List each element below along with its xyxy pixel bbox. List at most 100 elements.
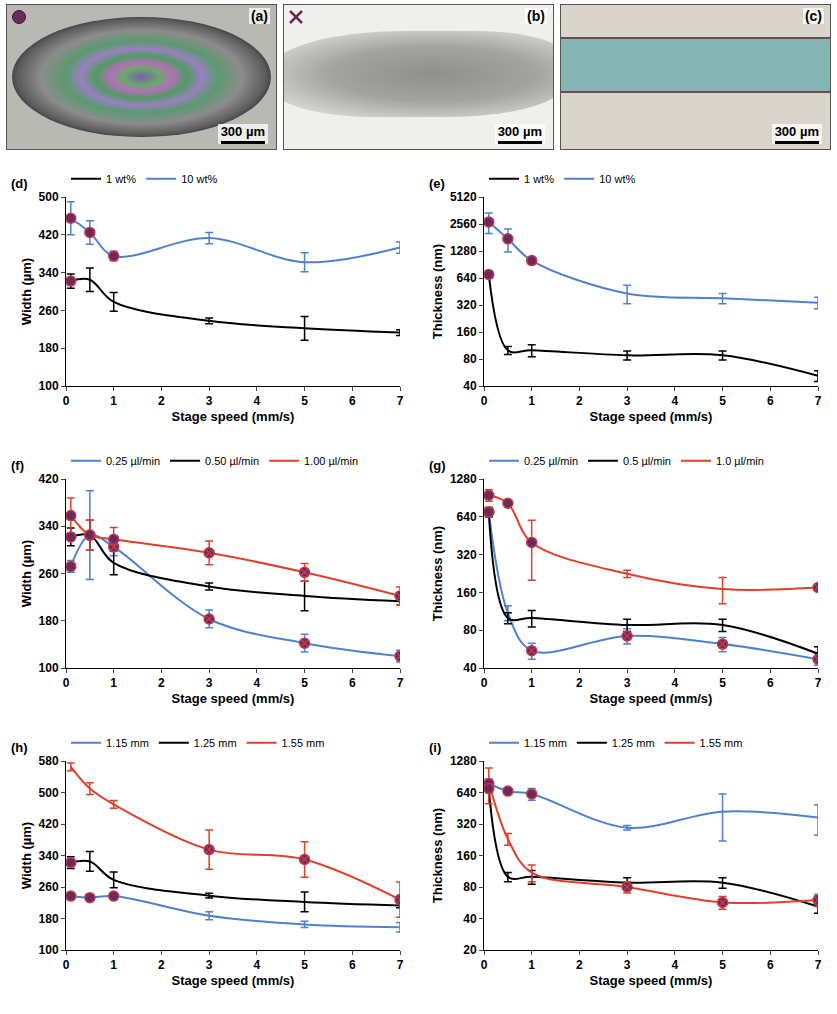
svg-text:1.00 µl/min: 1.00 µl/min [304, 455, 358, 467]
svg-text:20: 20 [463, 943, 477, 957]
svg-text:1 wt%: 1 wt% [106, 173, 136, 185]
svg-text:Width (µm): Width (µm) [19, 540, 34, 607]
svg-text:0: 0 [63, 958, 70, 972]
svg-text:420: 420 [39, 472, 59, 486]
svg-text:1: 1 [528, 394, 535, 408]
svg-text:640: 640 [457, 786, 477, 800]
svg-text:340: 340 [39, 849, 59, 863]
svg-text:3: 3 [206, 958, 213, 972]
svg-text:0: 0 [63, 394, 70, 408]
svg-text:5: 5 [719, 676, 726, 690]
svg-text:6: 6 [767, 676, 774, 690]
svg-text:580: 580 [39, 754, 59, 768]
svg-text:0.50 µl/min: 0.50 µl/min [205, 455, 259, 467]
svg-text:0.25 µl/min: 0.25 µl/min [524, 455, 578, 467]
svg-text:4: 4 [254, 676, 261, 690]
svg-text:1.0 µl/min: 1.0 µl/min [716, 455, 764, 467]
svg-text:2: 2 [158, 958, 165, 972]
svg-text:Stage speed (mm/s): Stage speed (mm/s) [590, 973, 713, 988]
svg-text:Stage speed (mm/s): Stage speed (mm/s) [590, 409, 713, 424]
svg-text:Thickness (nm): Thickness (nm) [430, 526, 445, 621]
svg-text:0: 0 [481, 958, 488, 972]
svg-text:4: 4 [254, 958, 261, 972]
svg-text:7: 7 [815, 676, 822, 690]
svg-text:1.25 mm: 1.25 mm [194, 737, 237, 749]
svg-text:2: 2 [158, 394, 165, 408]
svg-text:260: 260 [39, 567, 59, 581]
svg-text:Thickness (nm): Thickness (nm) [430, 244, 445, 339]
svg-text:420: 420 [39, 817, 59, 831]
svg-text:7: 7 [397, 958, 404, 972]
svg-text:2: 2 [576, 394, 583, 408]
svg-text:1: 1 [528, 676, 535, 690]
svg-text:100: 100 [39, 943, 59, 957]
svg-text:2560: 2560 [450, 217, 477, 231]
svg-text:4: 4 [672, 676, 679, 690]
svg-text:1: 1 [110, 958, 117, 972]
svg-text:1280: 1280 [450, 754, 477, 768]
svg-text:Stage speed (mm/s): Stage speed (mm/s) [590, 691, 713, 706]
svg-text:340: 340 [39, 266, 59, 280]
svg-text:(e): (e) [429, 176, 445, 191]
svg-text:80: 80 [463, 352, 477, 366]
svg-text:1280: 1280 [450, 472, 477, 486]
svg-text:6: 6 [767, 394, 774, 408]
svg-text:1280: 1280 [450, 244, 477, 258]
svg-text:1.55 mm: 1.55 mm [282, 737, 325, 749]
svg-text:6: 6 [349, 394, 356, 408]
svg-text:3: 3 [624, 394, 631, 408]
svg-text:2: 2 [576, 958, 583, 972]
svg-text:1.55 mm: 1.55 mm [700, 737, 743, 749]
svg-text:100: 100 [39, 661, 59, 675]
svg-text:Stage speed (mm/s): Stage speed (mm/s) [172, 409, 295, 424]
svg-text:5120: 5120 [450, 190, 477, 204]
svg-text:0: 0 [63, 676, 70, 690]
svg-text:340: 340 [39, 519, 59, 533]
svg-text:160: 160 [457, 849, 477, 863]
svg-text:1.15 mm: 1.15 mm [524, 737, 567, 749]
svg-text:180: 180 [39, 912, 59, 926]
svg-text:4: 4 [672, 958, 679, 972]
svg-text:(f): (f) [11, 458, 24, 473]
svg-text:1: 1 [110, 394, 117, 408]
svg-text:2: 2 [576, 676, 583, 690]
svg-text:260: 260 [39, 880, 59, 894]
svg-text:5: 5 [301, 394, 308, 408]
svg-text:Width (µm): Width (µm) [19, 822, 34, 889]
svg-text:260: 260 [39, 304, 59, 318]
svg-text:640: 640 [457, 510, 477, 524]
svg-text:Thickness (nm): Thickness (nm) [430, 808, 445, 903]
svg-text:(d): (d) [11, 176, 28, 191]
svg-text:40: 40 [463, 912, 477, 926]
svg-text:320: 320 [457, 817, 477, 831]
svg-text:420: 420 [39, 228, 59, 242]
svg-text:6: 6 [767, 958, 774, 972]
svg-text:0.5 µl/min: 0.5 µl/min [623, 455, 671, 467]
svg-text:1 wt%: 1 wt% [524, 173, 554, 185]
svg-text:1: 1 [528, 958, 535, 972]
svg-text:7: 7 [815, 958, 822, 972]
svg-text:3: 3 [206, 676, 213, 690]
svg-text:1.25 mm: 1.25 mm [612, 737, 655, 749]
svg-text:Stage speed (mm/s): Stage speed (mm/s) [172, 691, 295, 706]
svg-text:100: 100 [39, 379, 59, 393]
svg-text:10 wt%: 10 wt% [599, 173, 635, 185]
svg-text:6: 6 [349, 958, 356, 972]
svg-text:320: 320 [457, 548, 477, 562]
svg-text:640: 640 [457, 271, 477, 285]
svg-text:1.15 mm: 1.15 mm [106, 737, 149, 749]
svg-text:5: 5 [301, 676, 308, 690]
svg-text:320: 320 [457, 298, 477, 312]
svg-text:80: 80 [463, 880, 477, 894]
svg-text:5: 5 [719, 958, 726, 972]
svg-text:40: 40 [463, 661, 477, 675]
svg-text:6: 6 [349, 676, 356, 690]
svg-text:1: 1 [110, 676, 117, 690]
svg-text:180: 180 [39, 341, 59, 355]
svg-text:Stage speed (mm/s): Stage speed (mm/s) [172, 973, 295, 988]
svg-text:(i): (i) [429, 740, 441, 755]
svg-text:500: 500 [39, 786, 59, 800]
svg-text:0.25 µl/min: 0.25 µl/min [106, 455, 160, 467]
svg-text:7: 7 [397, 394, 404, 408]
svg-text:3: 3 [206, 394, 213, 408]
